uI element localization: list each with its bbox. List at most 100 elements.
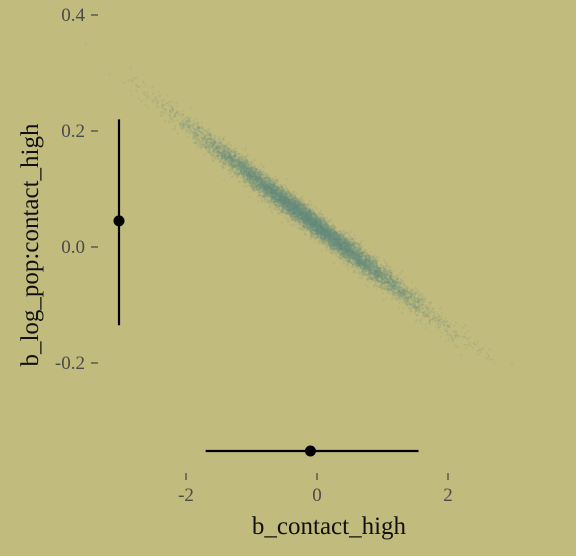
scatter-point [290, 204, 293, 207]
scatter-point [271, 193, 274, 197]
scatter-point [209, 143, 212, 147]
scatter-point [387, 279, 390, 282]
scatter-point [383, 274, 386, 277]
scatter-point [295, 207, 298, 210]
scatter-point [423, 297, 426, 300]
scatter-point [308, 218, 312, 221]
scatter-point [298, 213, 301, 216]
scatter-point [332, 228, 335, 231]
scatter-point [395, 291, 398, 294]
scatter-point [366, 259, 369, 262]
scatter-point [289, 223, 292, 226]
scatter-point [242, 159, 245, 162]
scatter-point [330, 234, 333, 237]
scatter-point [263, 190, 266, 193]
scatter-point [399, 282, 402, 285]
scatter-point [283, 201, 286, 204]
scatter-point [167, 104, 170, 107]
scatter-point [204, 129, 207, 132]
scatter-point [395, 286, 398, 289]
scatter-point [406, 290, 409, 293]
scatter-point [345, 250, 348, 253]
scatter-point [350, 238, 353, 241]
scatter-point [284, 203, 287, 206]
scatter-point [306, 225, 309, 228]
scatter-point [320, 235, 323, 238]
scatter-point [284, 196, 287, 199]
scatter-point [354, 254, 357, 257]
scatter-point [387, 289, 390, 292]
scatter-point [239, 156, 242, 159]
scatter-point [182, 127, 185, 130]
scatter-point [321, 230, 324, 234]
scatter-point [266, 179, 269, 182]
scatter-point [332, 243, 335, 246]
scatter-point [381, 277, 384, 280]
scatter-point [322, 230, 326, 234]
scatter-point [339, 243, 342, 246]
scatter-point [349, 249, 352, 252]
scatter-point [304, 219, 307, 222]
scatter-point [302, 211, 305, 214]
scatter-point [376, 278, 379, 281]
scatter-point [272, 184, 275, 187]
scatter-point [358, 262, 361, 265]
scatter-point [336, 233, 339, 236]
scatter-point [321, 237, 324, 240]
scatter-point [351, 243, 354, 246]
scatter-point [291, 210, 295, 213]
scatter-point [310, 214, 313, 217]
scatter-point [358, 246, 361, 249]
scatter-point [323, 218, 326, 221]
scatter-point [420, 322, 423, 325]
scatter-point [210, 143, 214, 146]
scatter-point [409, 310, 412, 313]
scatter-point [390, 288, 393, 291]
scatter-point [253, 178, 257, 181]
scatter-point [369, 272, 372, 275]
scatter-point [358, 253, 361, 256]
scatter-point [272, 184, 275, 187]
scatter-point [271, 198, 274, 201]
scatter-point [324, 223, 327, 226]
scatter-point [306, 222, 309, 225]
scatter-point [288, 207, 291, 210]
scatter-point [337, 239, 340, 243]
scatter-point [446, 324, 449, 328]
scatter-point [211, 156, 214, 159]
scatter-point [386, 280, 390, 283]
scatter-point [384, 268, 387, 271]
scatter-point [326, 232, 329, 235]
scatter-point [332, 248, 335, 252]
scatter-point [235, 176, 238, 179]
scatter-point [393, 275, 397, 278]
scatter-point [309, 237, 312, 240]
scatter-point [385, 296, 388, 300]
scatter-point [301, 215, 305, 218]
scatter-point [278, 197, 282, 200]
scatter-point [271, 179, 274, 182]
scatter-point [295, 210, 298, 213]
scatter-point [276, 186, 279, 190]
scatter-point [367, 258, 370, 262]
scatter-point [257, 176, 260, 179]
scatter-point [379, 280, 382, 283]
scatter-point [280, 184, 283, 187]
scatter-point [356, 249, 359, 252]
scatter-point [281, 203, 284, 206]
scatter-point [386, 278, 389, 281]
scatter-point [240, 172, 243, 175]
scatter-point [358, 257, 361, 261]
scatter-point [219, 146, 222, 149]
scatter-point [398, 290, 401, 293]
scatter-point [324, 228, 328, 232]
scatter-point [213, 150, 216, 153]
scatter-point [161, 107, 164, 110]
scatter-point [305, 213, 308, 216]
scatter-point [286, 209, 290, 212]
scatter-point [296, 208, 299, 211]
scatter-point [327, 241, 330, 244]
scatter-point [325, 228, 328, 231]
scatter-point [301, 213, 304, 216]
scatter-point [308, 211, 311, 214]
